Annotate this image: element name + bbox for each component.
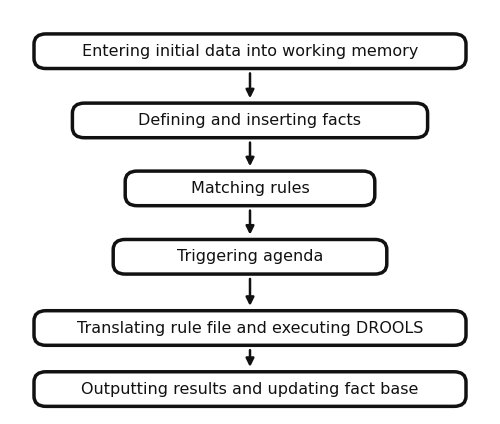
Text: Outputting results and updating fact base: Outputting results and updating fact bas… [82, 382, 418, 396]
Text: Matching rules: Matching rules [190, 181, 310, 196]
Text: Triggering agenda: Triggering agenda [177, 249, 323, 264]
FancyBboxPatch shape [34, 372, 466, 406]
FancyBboxPatch shape [34, 34, 466, 69]
FancyBboxPatch shape [125, 171, 375, 206]
FancyBboxPatch shape [34, 311, 466, 345]
FancyBboxPatch shape [113, 240, 387, 274]
FancyBboxPatch shape [72, 103, 428, 138]
Text: Entering initial data into working memory: Entering initial data into working memor… [82, 44, 418, 59]
Text: Defining and inserting facts: Defining and inserting facts [138, 113, 362, 128]
Text: Translating rule file and executing DROOLS: Translating rule file and executing DROO… [77, 321, 423, 335]
